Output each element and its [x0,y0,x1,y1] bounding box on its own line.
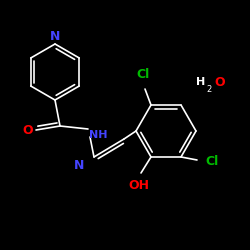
Text: Cl: Cl [136,68,149,81]
Text: N: N [74,159,84,172]
Text: H: H [196,77,205,87]
Text: Cl: Cl [205,156,218,168]
Text: 2: 2 [206,85,211,94]
Text: O: O [22,124,33,136]
Text: NH: NH [89,130,108,140]
Text: OH: OH [128,179,150,192]
Text: O: O [214,76,224,88]
Text: N: N [50,30,60,43]
